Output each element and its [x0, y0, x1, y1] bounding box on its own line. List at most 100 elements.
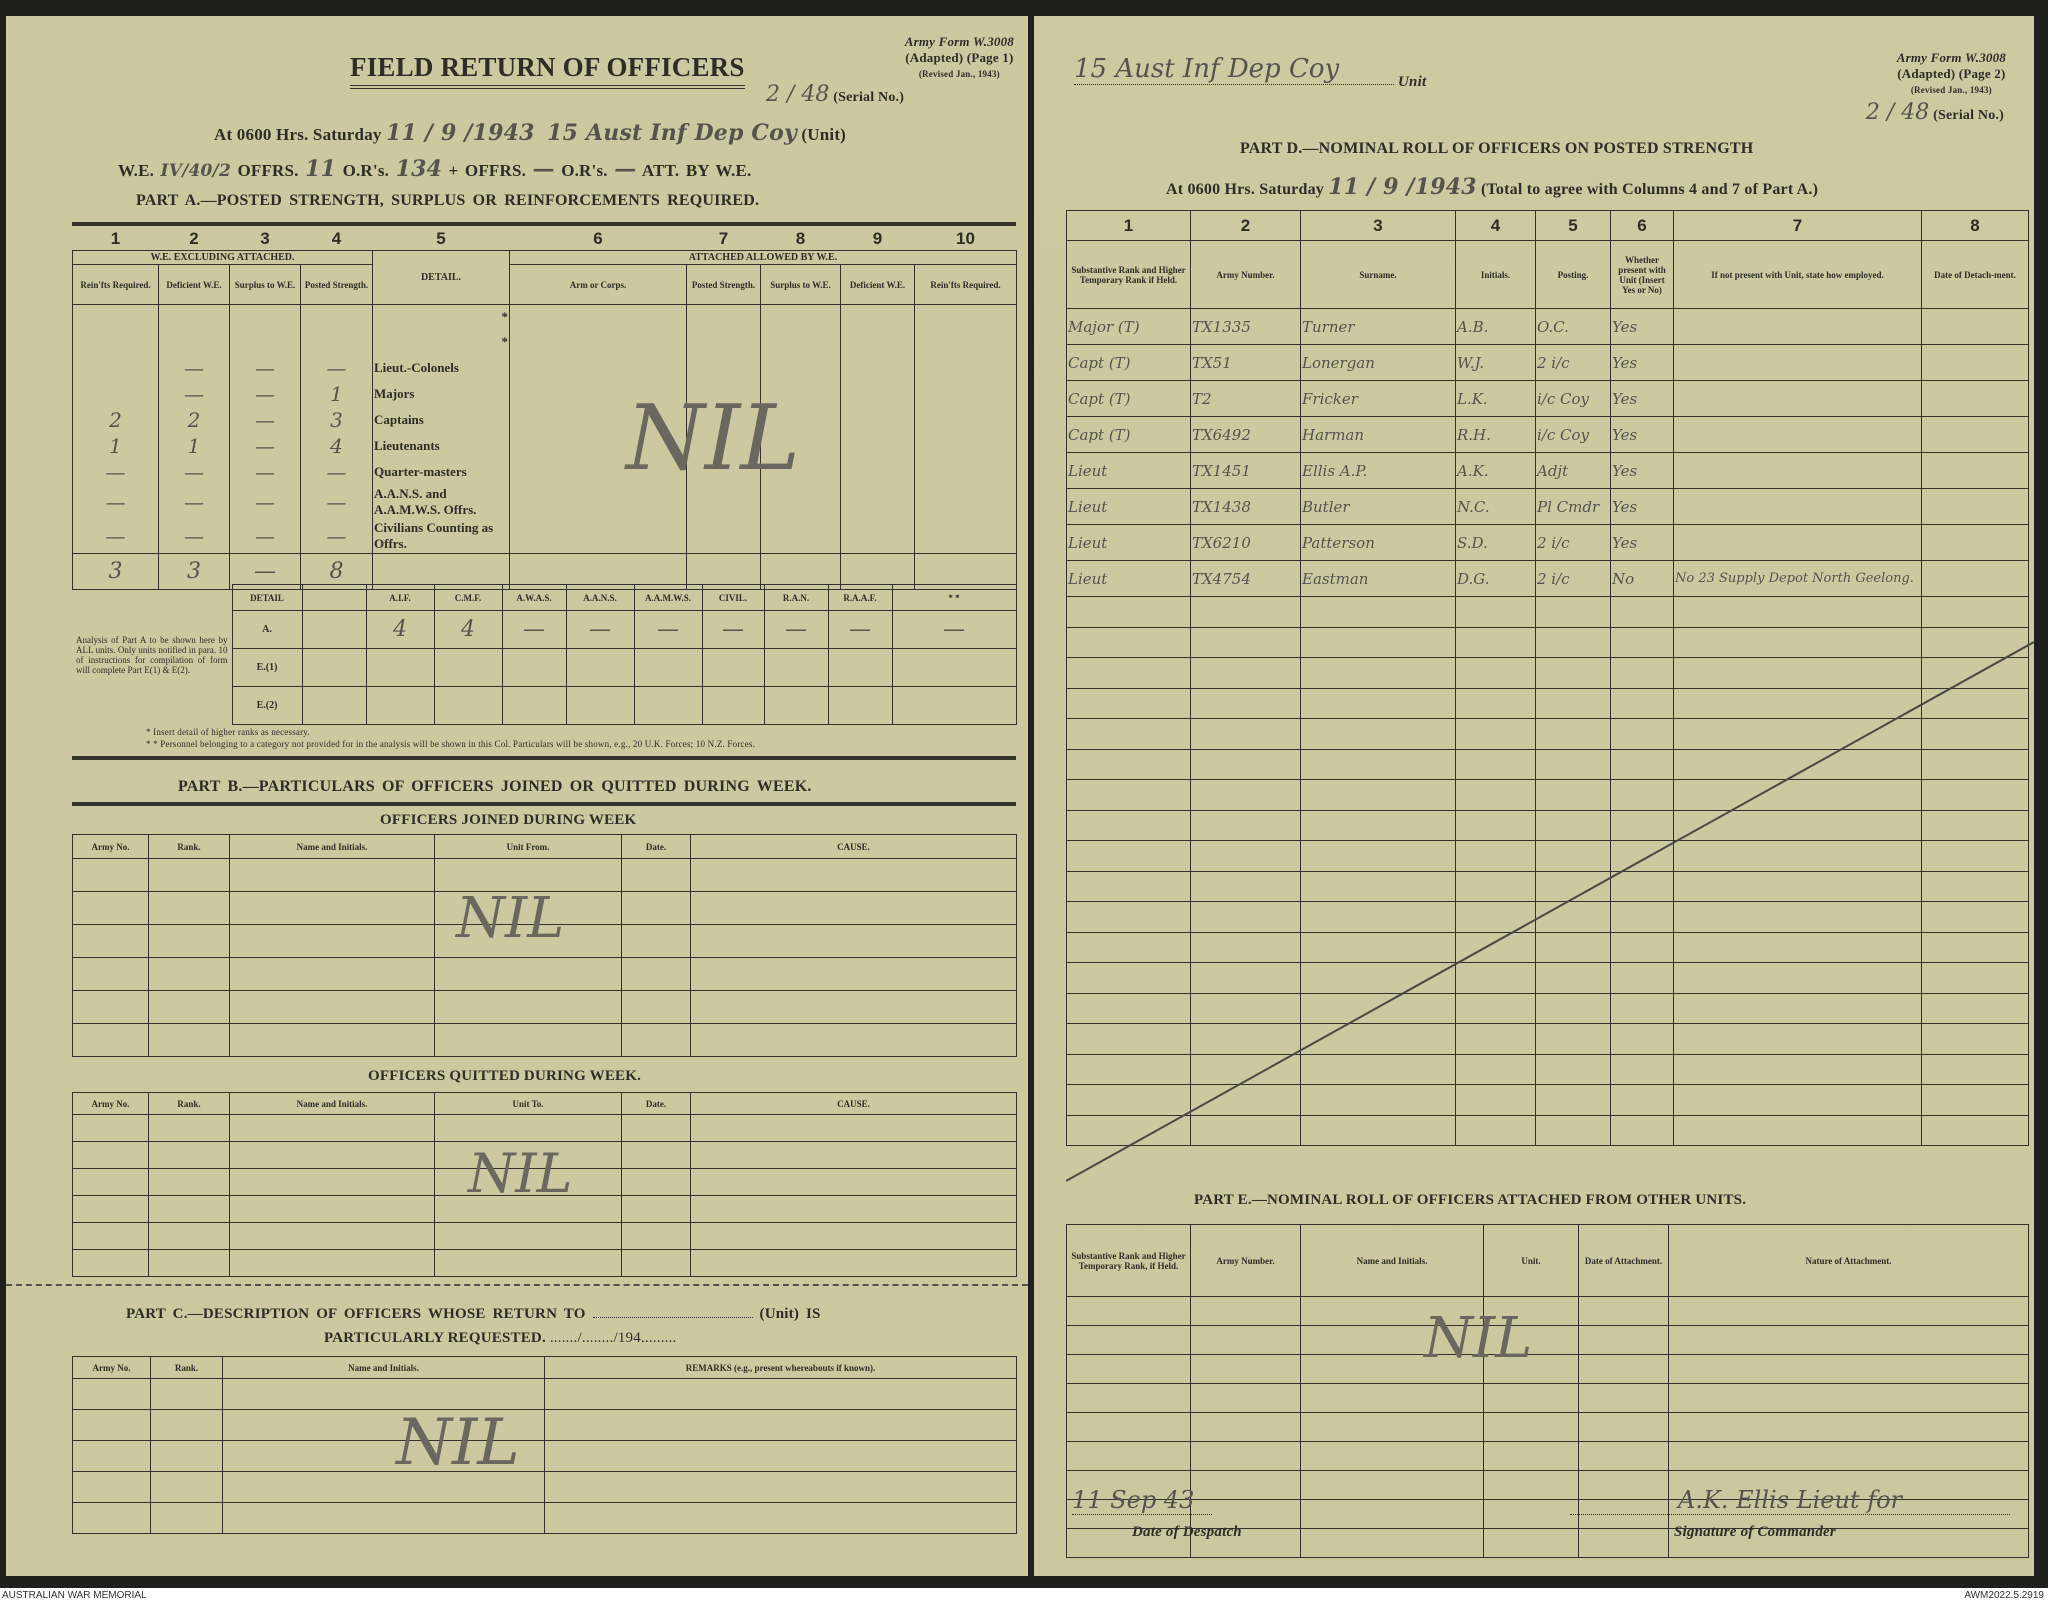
officer-cell: Lonergan [1300, 344, 1456, 381]
officer-cell: Yes [1610, 524, 1674, 561]
blank-cell [1668, 1325, 2029, 1355]
joined-nil-handwriting: NIL [456, 886, 565, 951]
blank-cell [690, 1222, 1017, 1250]
officer-cell: Yes [1610, 452, 1674, 489]
blank-row [72, 957, 1017, 991]
attached-cell [840, 484, 915, 519]
blank-cell [1673, 870, 1922, 902]
blank-cell [621, 1195, 691, 1223]
blank-cell [1483, 1441, 1579, 1471]
blank-cell [1578, 1296, 1669, 1326]
strength-value: — [229, 484, 301, 519]
blank-cell [150, 1471, 223, 1503]
blank-cell [1535, 718, 1611, 750]
form-revised: (Revised Jan., 1943) [1910, 85, 1992, 95]
total-value: 3 [72, 552, 159, 590]
officer-cell: Butler [1300, 488, 1456, 525]
officer-cell: Eastman [1300, 560, 1456, 597]
strength-value [158, 329, 230, 355]
blank-cell [1455, 1023, 1536, 1055]
analysis-value: — [891, 610, 1017, 649]
blank-cell [1190, 1296, 1301, 1326]
blank-cell [690, 1023, 1017, 1057]
blank-cell [1610, 1023, 1674, 1055]
analysis-value: — [763, 610, 829, 649]
blank-cell [72, 924, 149, 958]
officer-cell [1921, 488, 2029, 525]
analysis-value [565, 648, 635, 687]
blank-cell [1066, 1114, 1191, 1146]
column-header: Deficient W.E. [840, 264, 915, 305]
blank-cell [621, 1114, 691, 1142]
rank-label: A.A.N.S. and A.A.M.W.S. Offrs. [372, 484, 510, 519]
blank-cell [1535, 657, 1611, 689]
blank-cell [434, 1222, 622, 1250]
blank-cell [72, 1249, 149, 1277]
column-header: Surname. [1300, 240, 1456, 309]
part-a-analysis-table: Analysis of Part A to be shown here by A… [72, 584, 1017, 725]
attached-cell [760, 354, 841, 381]
column-header: Initials. [1455, 240, 1536, 309]
cancel-diagonal-line [1066, 641, 2035, 1182]
rank-label: Lieutenants [372, 432, 510, 459]
form-number: Army Form W.3008 [1896, 50, 2006, 65]
officer-cell: A.B. [1455, 308, 1536, 345]
column-number: 8 [1921, 210, 2029, 241]
header-row: Substantive Rank and Higher Temporary Ra… [1066, 1224, 2029, 1297]
blank-cell [1668, 1528, 2029, 1558]
part-c-title-end: (Unit) IS [759, 1306, 821, 1322]
blank-cell [621, 924, 691, 958]
officer-cell: TX1335 [1190, 308, 1301, 345]
officer-row: Lieut TX4754 Eastman D.G. 2 i/c No No 23 Suppl… [1066, 560, 2029, 597]
blank-cell [1921, 840, 2029, 872]
officer-cell: TX6492 [1190, 416, 1301, 453]
blank-cell [690, 990, 1017, 1024]
blank-cell [1300, 1499, 1484, 1529]
analysis-row-label: E.(2) [231, 686, 303, 725]
blank-row [1066, 779, 2029, 811]
blank-row [1066, 1084, 2029, 1116]
blank-cell [1483, 1499, 1579, 1529]
officer-cell: 2 i/c [1535, 344, 1611, 381]
blank-cell [1610, 1084, 1674, 1116]
total-cell [686, 552, 761, 590]
strength-value: — [300, 518, 373, 553]
blank-cell [150, 1502, 223, 1534]
column-header: Date of Attachment. [1578, 1224, 1669, 1297]
blank-cell [621, 990, 691, 1024]
commander-signature: A.K. Ellis Lieut for [1678, 1486, 1902, 1514]
blank-cell [1921, 596, 2029, 628]
column-header: Unit From. [434, 834, 622, 859]
rank-label: Majors [372, 380, 510, 407]
att-label: ATT. BY W.E. [641, 161, 752, 180]
column-header: Arm or Corps. [509, 264, 687, 305]
part-c-title: PART C.—DESCRIPTION OF OFFICERS WHOSE RE… [126, 1306, 821, 1323]
attached-group-header: ATTACHED ALLOWED BY W.E. [509, 250, 1017, 265]
officer-cell [1673, 452, 1922, 489]
strength-row: — — — Lieut.-Colonels [72, 354, 1017, 381]
blank-row [72, 891, 1017, 925]
analysis-header: C.M.F. [433, 584, 503, 611]
analysis-value [501, 648, 567, 687]
column-header: Rein'fts Required. [72, 264, 159, 305]
joined-title: OFFICERS JOINED DURING WEEK [380, 812, 637, 828]
at-label: At 0600 Hrs. Saturday [214, 125, 382, 144]
analysis-value [763, 686, 829, 725]
analysis-value [365, 686, 435, 725]
blank-cell [1066, 1023, 1191, 1055]
column-number: 5 [1535, 210, 1611, 241]
header-row: Substantive Rank and Higher Temporary Ra… [1066, 240, 2029, 309]
blank-cell [1190, 1412, 1301, 1442]
officer-cell: Capt (T) [1066, 416, 1191, 453]
analysis-value [827, 686, 893, 725]
column-header: Army No. [72, 1092, 149, 1115]
strength-value: 4 [300, 432, 373, 459]
strength-value: — [158, 458, 230, 485]
attached-cell [686, 380, 761, 407]
blank-cell [229, 990, 435, 1024]
blank-cell [1673, 840, 1922, 872]
column-header: Deficient W.E. [158, 264, 230, 305]
unit-label: (Unit) [801, 125, 847, 144]
serial-number: 2 / 48 (Serial No.) [1866, 100, 2004, 125]
analysis-value [891, 686, 1017, 725]
